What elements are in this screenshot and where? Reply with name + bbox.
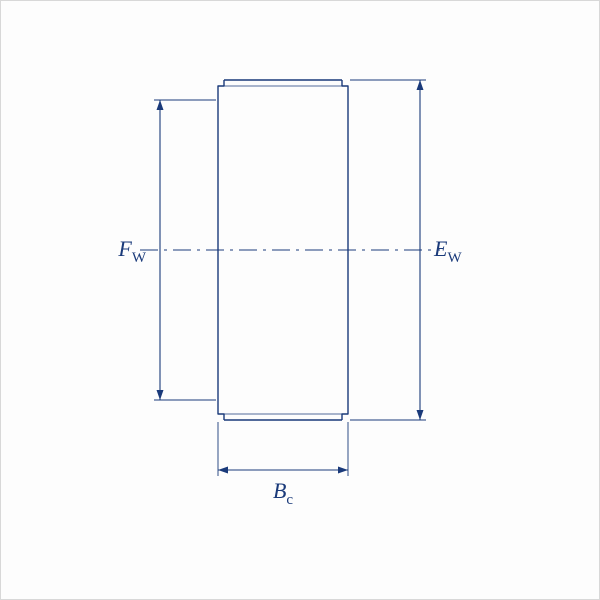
bearing-dimension-diagram: FWEWBc <box>0 0 600 600</box>
canvas-frame <box>1 1 600 600</box>
